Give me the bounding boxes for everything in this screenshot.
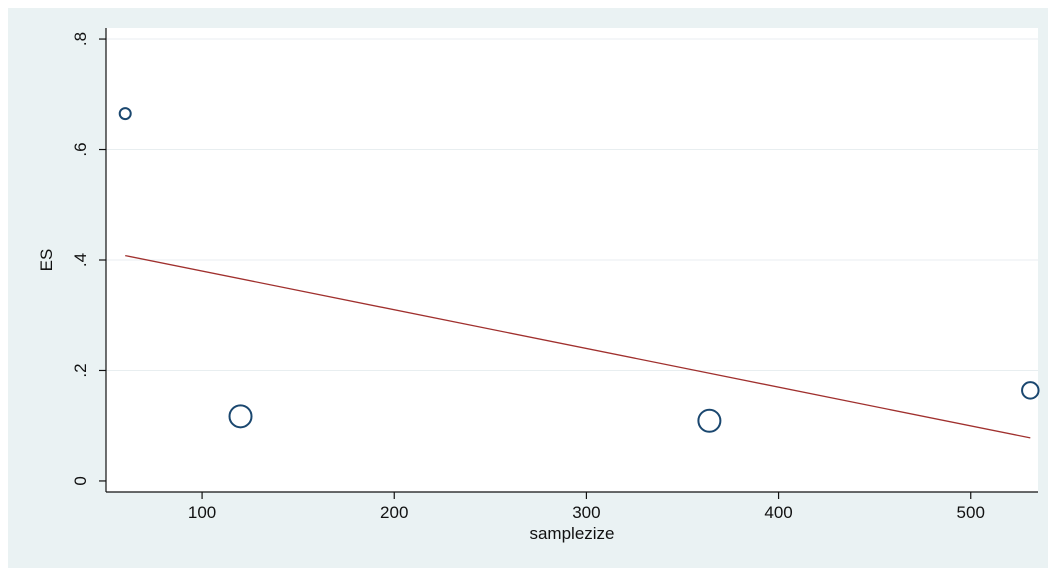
chart-frame: 0 .2 .4 .6 .8 100 200 300 400 500 samplezize ES [8, 8, 1048, 568]
y-tick-label: .6 [71, 142, 90, 156]
scatter-chart: 0 .2 .4 .6 .8 100 200 300 400 500 samplezize ES [37, 28, 1040, 543]
y-tick-label: 0 [71, 476, 90, 485]
grid-lines [106, 38, 1038, 371]
x-tick-label: 500 [957, 503, 985, 522]
x-tick-label: 300 [572, 503, 600, 522]
y-tick-label: .4 [71, 253, 90, 267]
data-point [118, 107, 132, 121]
data-points [118, 107, 1040, 433]
fit-line [125, 254, 1031, 439]
x-tick-label: 200 [380, 503, 408, 522]
x-axis-title: samplezize [529, 524, 614, 543]
data-point [697, 408, 722, 433]
y-axis-title: ES [37, 249, 56, 272]
x-tick-label: 100 [188, 503, 216, 522]
y-tick-label: .2 [71, 363, 90, 377]
fit-line-group [125, 254, 1031, 439]
data-point [1021, 381, 1040, 400]
x-tick-label: 400 [764, 503, 792, 522]
y-tick-label: .8 [71, 32, 90, 46]
data-point [228, 404, 253, 429]
axes: 0 .2 .4 .6 .8 100 200 300 400 500 [71, 28, 1038, 522]
